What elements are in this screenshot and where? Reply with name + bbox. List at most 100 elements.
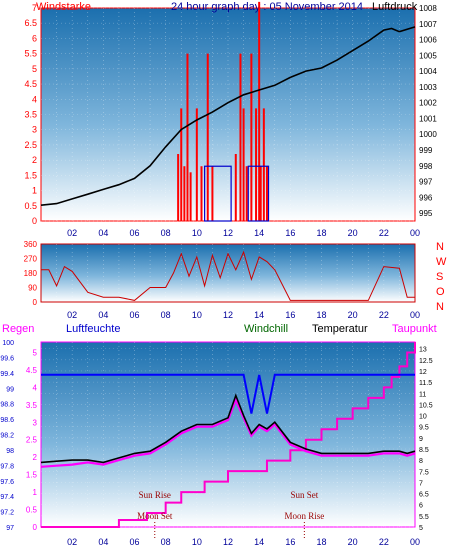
- time-tick-label: 06: [129, 537, 139, 547]
- temp-tick-label: 7.5: [419, 469, 429, 476]
- time-tick-label: 00: [410, 537, 420, 547]
- wind-gust-box: [247, 165, 270, 222]
- time-tick-label: 16: [285, 537, 295, 547]
- time-tick-label: 20: [348, 310, 358, 320]
- time-tick-label: 04: [98, 228, 108, 238]
- compass-label: N: [436, 241, 444, 253]
- time-tick-label: 22: [379, 310, 389, 320]
- humidity-tick-label: 99.6: [0, 355, 14, 362]
- temp-tick-label: 5.5: [419, 514, 429, 521]
- temperature-label: Temperatur: [312, 323, 368, 335]
- direction-tick-label: 360: [24, 240, 38, 249]
- pressure-line: [40, 26, 416, 206]
- rain-tick-label: 3.5: [26, 401, 38, 410]
- temp-tick-label: 6.5: [419, 492, 429, 499]
- temp-tick-label: 11: [419, 391, 426, 398]
- astro-events: Sun Rise Moon Set Sun Set Moon Rise: [137, 490, 324, 540]
- time-tick-label: 14: [254, 537, 264, 547]
- temp-tick-label: 11.5: [419, 380, 432, 387]
- pressure-tick-label: 1005: [419, 51, 437, 60]
- pressure-tick-label: 996: [419, 193, 433, 202]
- bottom-plot-area: [40, 341, 416, 528]
- astro-event-label: Sun Rise: [139, 490, 171, 500]
- temp-tick-label: 7: [419, 480, 423, 487]
- time-tick-label: 20: [348, 228, 358, 238]
- humidity-tick-label: 98.8: [0, 402, 14, 409]
- pressure-tick-label: 1002: [419, 99, 437, 108]
- temp-tick-label: 13: [419, 347, 427, 354]
- humidity-tick-label: 97.6: [0, 479, 14, 486]
- time-tick-label: 12: [223, 537, 233, 547]
- astro-event-label: Sun Set: [290, 490, 318, 500]
- compass-label: N: [436, 301, 444, 313]
- time-tick-label: 18: [316, 228, 326, 238]
- temp-tick-label: 8: [419, 458, 423, 465]
- time-tick-label: 14: [254, 228, 264, 238]
- gridlines: [41, 7, 415, 528]
- time-tick-label: 22: [379, 228, 389, 238]
- time-tick-label: 10: [192, 537, 202, 547]
- compass-label: O: [436, 286, 445, 298]
- pressure-axis-title: Luftdruck: [372, 1, 418, 13]
- wind-tick-label: 1: [32, 186, 37, 196]
- pressure-tick-label: 998: [419, 162, 433, 171]
- top-plot-area: [40, 7, 416, 222]
- direction-tick-label: 180: [24, 269, 38, 278]
- humidity-label: Luftfeuchte: [66, 323, 120, 335]
- rain-tick-label: 2.5: [26, 436, 38, 445]
- pressure-tick-label: 1008: [419, 4, 437, 13]
- rain-tick-label: 4.5: [26, 366, 38, 375]
- time-tick-label: 20: [348, 537, 358, 547]
- time-tick-label: 02: [67, 537, 77, 547]
- series: [40, 1, 416, 528]
- wind-tick-label: 3: [32, 125, 37, 135]
- temperature-line: [40, 393, 416, 464]
- time-tick-label: 22: [379, 537, 389, 547]
- temp-tick-label: 6: [419, 503, 423, 510]
- humidity-tick-label: 97: [6, 525, 14, 532]
- time-tick-label: 06: [129, 310, 139, 320]
- humidity-tick-label: 97.4: [0, 494, 14, 501]
- wind-tick-label: 7: [32, 3, 37, 13]
- time-tick-label: 02: [67, 310, 77, 320]
- time-tick-label: 08: [161, 537, 171, 547]
- rain-tick-label: 1.5: [26, 471, 38, 480]
- temp-tick-label: 12: [419, 369, 427, 376]
- astro-event-label: Moon Rise: [284, 511, 324, 521]
- wind-tick-label: 5.5: [24, 49, 37, 59]
- temp-tick-label: 5: [419, 525, 423, 532]
- humidity-tick-label: 97.8: [0, 463, 14, 470]
- pressure-tick-label: 999: [419, 146, 433, 155]
- pressure-tick-label: 1001: [419, 114, 437, 123]
- time-tick-label: 16: [285, 228, 295, 238]
- temp-tick-label: 9: [419, 436, 423, 443]
- pressure-tick-label: 997: [419, 178, 433, 187]
- wind-tick-label: 0: [32, 216, 37, 226]
- time-tick-label: 00: [410, 228, 420, 238]
- temp-tick-label: 10: [419, 414, 427, 421]
- humidity-tick-label: 99.4: [0, 371, 14, 378]
- pressure-tick-label: 1004: [419, 67, 437, 76]
- time-tick-label: 18: [316, 537, 326, 547]
- wind-tick-label: 2.5: [24, 140, 37, 150]
- chart-title: 24 hour graph day : 05 November 2014: [171, 1, 363, 13]
- time-tick-label: 14: [254, 310, 264, 320]
- compass-label: S: [436, 271, 443, 283]
- rain-tick-label: 1: [33, 488, 38, 497]
- wind-tick-label: 6: [32, 33, 37, 43]
- rain-tick-label: 2: [33, 453, 38, 462]
- time-tick-label: 04: [98, 537, 108, 547]
- wind-tick-label: 5: [32, 64, 37, 74]
- temp-tick-label: 8.5: [419, 447, 429, 454]
- wind-tick-label: 1.5: [24, 170, 37, 180]
- pressure-tick-label: 1003: [419, 83, 437, 92]
- wind-tick-label: 4: [32, 94, 37, 104]
- compass-label: W: [436, 256, 447, 268]
- rain-tick-label: 3: [33, 418, 38, 427]
- wind-axis-title: Windstarke: [36, 1, 91, 13]
- windchill-label: Windchill: [244, 323, 288, 335]
- humidity-tick-label: 98.2: [0, 433, 14, 440]
- rain-label: Regen: [2, 323, 34, 335]
- wind-tick-label: 3.5: [24, 110, 37, 120]
